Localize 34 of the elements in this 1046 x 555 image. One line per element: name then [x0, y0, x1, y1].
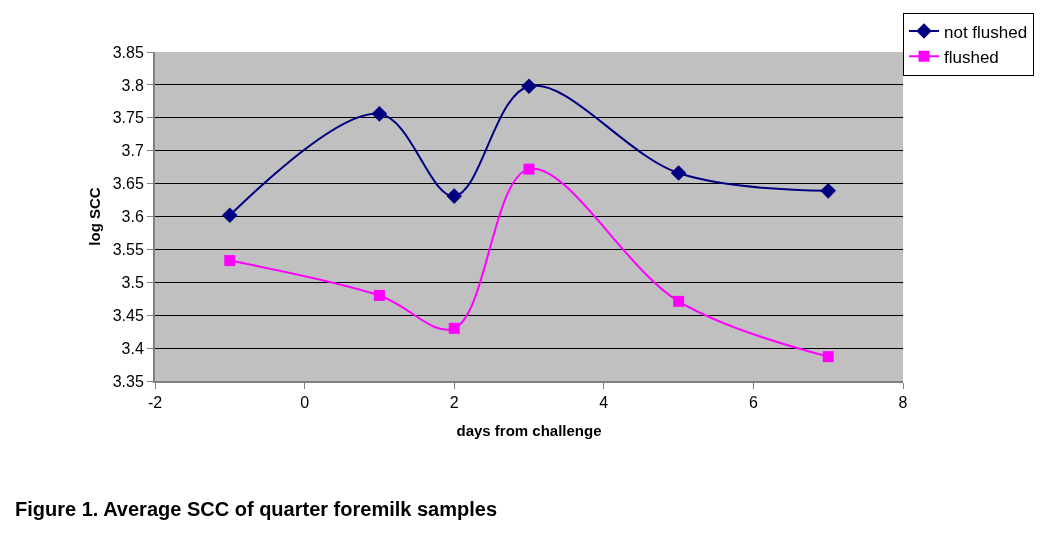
y-tick-label: 3.4 [121, 339, 144, 357]
point [820, 183, 836, 199]
point [521, 78, 537, 95]
y-tick-label: 3.7 [121, 142, 144, 160]
y-tick-label: 3.75 [112, 109, 144, 127]
point [822, 351, 834, 363]
x-tick-label: -2 [147, 394, 163, 412]
y-axis-title: log SCC [86, 187, 104, 246]
caption: Figure 1. Average SCC of quarter foremilk samples [15, 498, 498, 520]
y-tick-label: 3.35 [112, 372, 144, 390]
x-tick-label: 0 [300, 394, 310, 412]
x-tick-label: 2 [449, 394, 459, 412]
legend-label: flushed [944, 47, 999, 67]
point [448, 322, 460, 334]
point [371, 106, 388, 122]
y-tick-label: 3.45 [112, 306, 144, 324]
point [222, 207, 238, 223]
x-tick-label: 8 [898, 394, 908, 412]
y-tick-label: 3.8 [121, 76, 144, 94]
point [224, 255, 236, 267]
legend-label: not flushed [944, 22, 1028, 42]
point [523, 163, 535, 175]
y-tick-label: 3.55 [112, 241, 144, 258]
x-axis-title: days from challenge [456, 421, 602, 439]
point [670, 165, 687, 181]
y-tick-label: 3.5 [121, 273, 144, 291]
point [373, 289, 385, 301]
x-tick-label: 4 [599, 394, 609, 412]
point [446, 188, 462, 204]
y-tick-label: 3.6 [121, 208, 144, 226]
point [673, 295, 685, 307]
y-tick-label: 3.65 [112, 175, 144, 193]
y-tick-label: 3.85 [112, 43, 144, 61]
x-tick-label: 6 [748, 394, 758, 412]
